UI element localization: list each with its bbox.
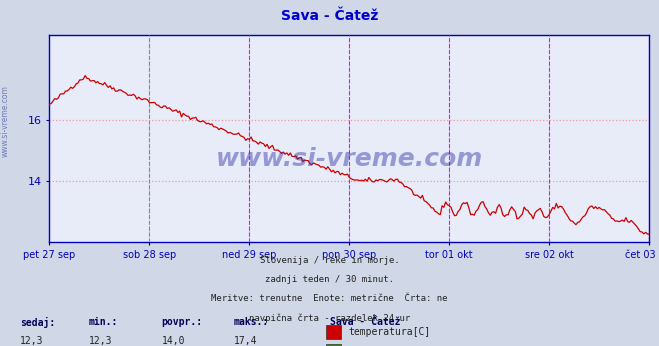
- Text: Meritve: trenutne  Enote: metrične  Črta: ne: Meritve: trenutne Enote: metrične Črta: …: [212, 294, 447, 303]
- Text: zadnji teden / 30 minut.: zadnji teden / 30 minut.: [265, 275, 394, 284]
- Text: maks.:: maks.:: [234, 317, 269, 327]
- Text: min.:: min.:: [89, 317, 119, 327]
- Text: Slovenija / reke in morje.: Slovenija / reke in morje.: [260, 256, 399, 265]
- Text: povpr.:: povpr.:: [161, 317, 202, 327]
- Text: 12,3: 12,3: [89, 336, 113, 346]
- Text: 14,0: 14,0: [161, 336, 185, 346]
- Text: 12,3: 12,3: [20, 336, 43, 346]
- Text: sedaj:: sedaj:: [20, 317, 55, 328]
- Text: www.si-vreme.com: www.si-vreme.com: [215, 147, 483, 171]
- Text: Sava - Čatež: Sava - Čatež: [330, 317, 400, 327]
- Text: Sava - Čatež: Sava - Čatež: [281, 9, 378, 22]
- Text: www.si-vreme.com: www.si-vreme.com: [1, 85, 10, 157]
- Text: navpična črta - razdelek 24 ur: navpična črta - razdelek 24 ur: [249, 313, 410, 322]
- Text: temperatura[C]: temperatura[C]: [349, 327, 431, 337]
- Text: 17,4: 17,4: [234, 336, 258, 346]
